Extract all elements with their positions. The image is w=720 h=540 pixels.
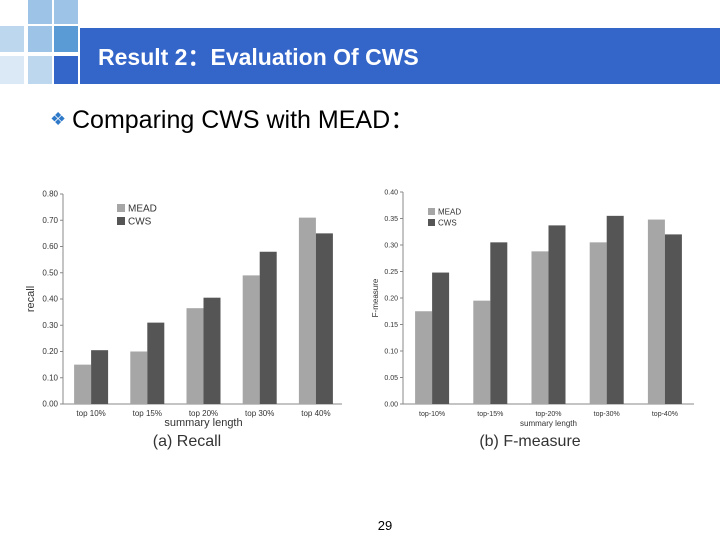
legend-swatch-cws [117, 217, 125, 225]
bullet-item: ❖ Comparing CWS with MEAD： [50, 100, 415, 136]
legend-swatch-mead [428, 208, 435, 215]
legend-label-cws: CWS [128, 217, 152, 228]
y-tick-label: 0.05 [384, 375, 398, 382]
decor-square [54, 26, 78, 52]
decor-square [0, 26, 24, 52]
x-tick-label: top-40% [652, 411, 678, 418]
y-tick-label: 0.00 [384, 402, 398, 409]
bar-mead [589, 242, 607, 404]
y-tick-label: 0.15 [384, 322, 398, 329]
y-tick-label: 0.30 [384, 243, 398, 250]
decor-square [0, 56, 24, 84]
x-axis-title: summary length [520, 419, 577, 428]
y-tick-label: 0.40 [42, 295, 58, 304]
y-tick-label: 0.50 [42, 268, 58, 277]
bar-cws [203, 297, 221, 404]
bar-mead [415, 311, 433, 404]
legend-label-mead: MEAD [128, 204, 157, 215]
y-tick-label: 0.25 [384, 269, 398, 276]
y-tick-label: 0.00 [42, 400, 58, 409]
chart-caption: (a) Recall [153, 433, 221, 450]
decor-square [54, 56, 78, 84]
bar-cws [432, 272, 450, 404]
chart-caption: (b) F-measure [479, 433, 580, 450]
bar-cws [606, 215, 624, 404]
recall-chart: 0.00 0.10 0.20 0.30 0.40 0.50 0.60 0.70 0.80 top … [25, 190, 342, 450]
decor-square [54, 0, 78, 24]
x-axis-title: summary length [164, 417, 242, 429]
title-bar [80, 28, 720, 84]
legend-swatch-mead [117, 204, 125, 212]
x-tick-label: top 15% [133, 409, 162, 418]
x-tick-label: top 20% [189, 409, 218, 418]
x-tick-label: top-10% [419, 411, 445, 418]
bar-cws [147, 322, 165, 404]
f-measure-chart: 0.00 0.05 0.10 0.15 0.20 0.25 0.30 0.35 0.40 top-… [371, 190, 694, 450]
bar-cws [91, 350, 109, 404]
bar-mead [473, 300, 491, 404]
x-tick-label: top-15% [477, 411, 503, 418]
slide-title: Result 2：Evaluation Of CWS [98, 44, 419, 70]
y-tick-label: 0.70 [42, 216, 58, 225]
bar-mead [242, 275, 260, 404]
bar-mead [647, 219, 665, 404]
y-tick-label: 0.20 [42, 347, 58, 356]
bar-cws [259, 251, 277, 404]
page-number: 29 [377, 518, 393, 533]
decor-square [28, 56, 52, 84]
y-tick-label: 0.60 [42, 242, 58, 251]
y-tick-label: 0.20 [384, 296, 398, 303]
diamond-bullet-icon: ❖ [50, 109, 67, 129]
bar-mead [130, 351, 148, 404]
bar-cws [664, 234, 682, 404]
y-axis-title: recall [25, 286, 37, 312]
bar-mead [186, 308, 204, 404]
y-tick-label: 0.10 [384, 349, 398, 356]
legend-label-mead: MEAD [438, 208, 461, 217]
y-tick-label: 0.30 [42, 321, 58, 330]
bar-mead [531, 251, 549, 404]
y-tick-label: 0.80 [42, 190, 58, 199]
decor-square [28, 26, 52, 52]
x-tick-label: top 30% [245, 409, 274, 418]
legend-swatch-cws [428, 219, 435, 226]
x-tick-label: top 40% [301, 409, 330, 418]
decor-square [28, 0, 52, 24]
x-tick-label: top-30% [594, 411, 620, 418]
y-axis-title: F-measure [371, 278, 380, 317]
x-tick-label: top 10% [76, 409, 105, 418]
x-tick-label: top-20% [535, 411, 561, 418]
bar-cws [315, 233, 333, 404]
bar-cws [548, 225, 566, 404]
y-tick-label: 0.40 [384, 190, 398, 197]
bar-mead [74, 364, 92, 404]
y-tick-label: 0.35 [384, 216, 398, 223]
bar-cws [490, 242, 508, 404]
bullet-text: Comparing CWS with MEAD： [72, 106, 416, 134]
legend-label-cws: CWS [438, 219, 457, 228]
bar-mead [298, 217, 316, 404]
y-tick-label: 0.10 [42, 373, 58, 382]
